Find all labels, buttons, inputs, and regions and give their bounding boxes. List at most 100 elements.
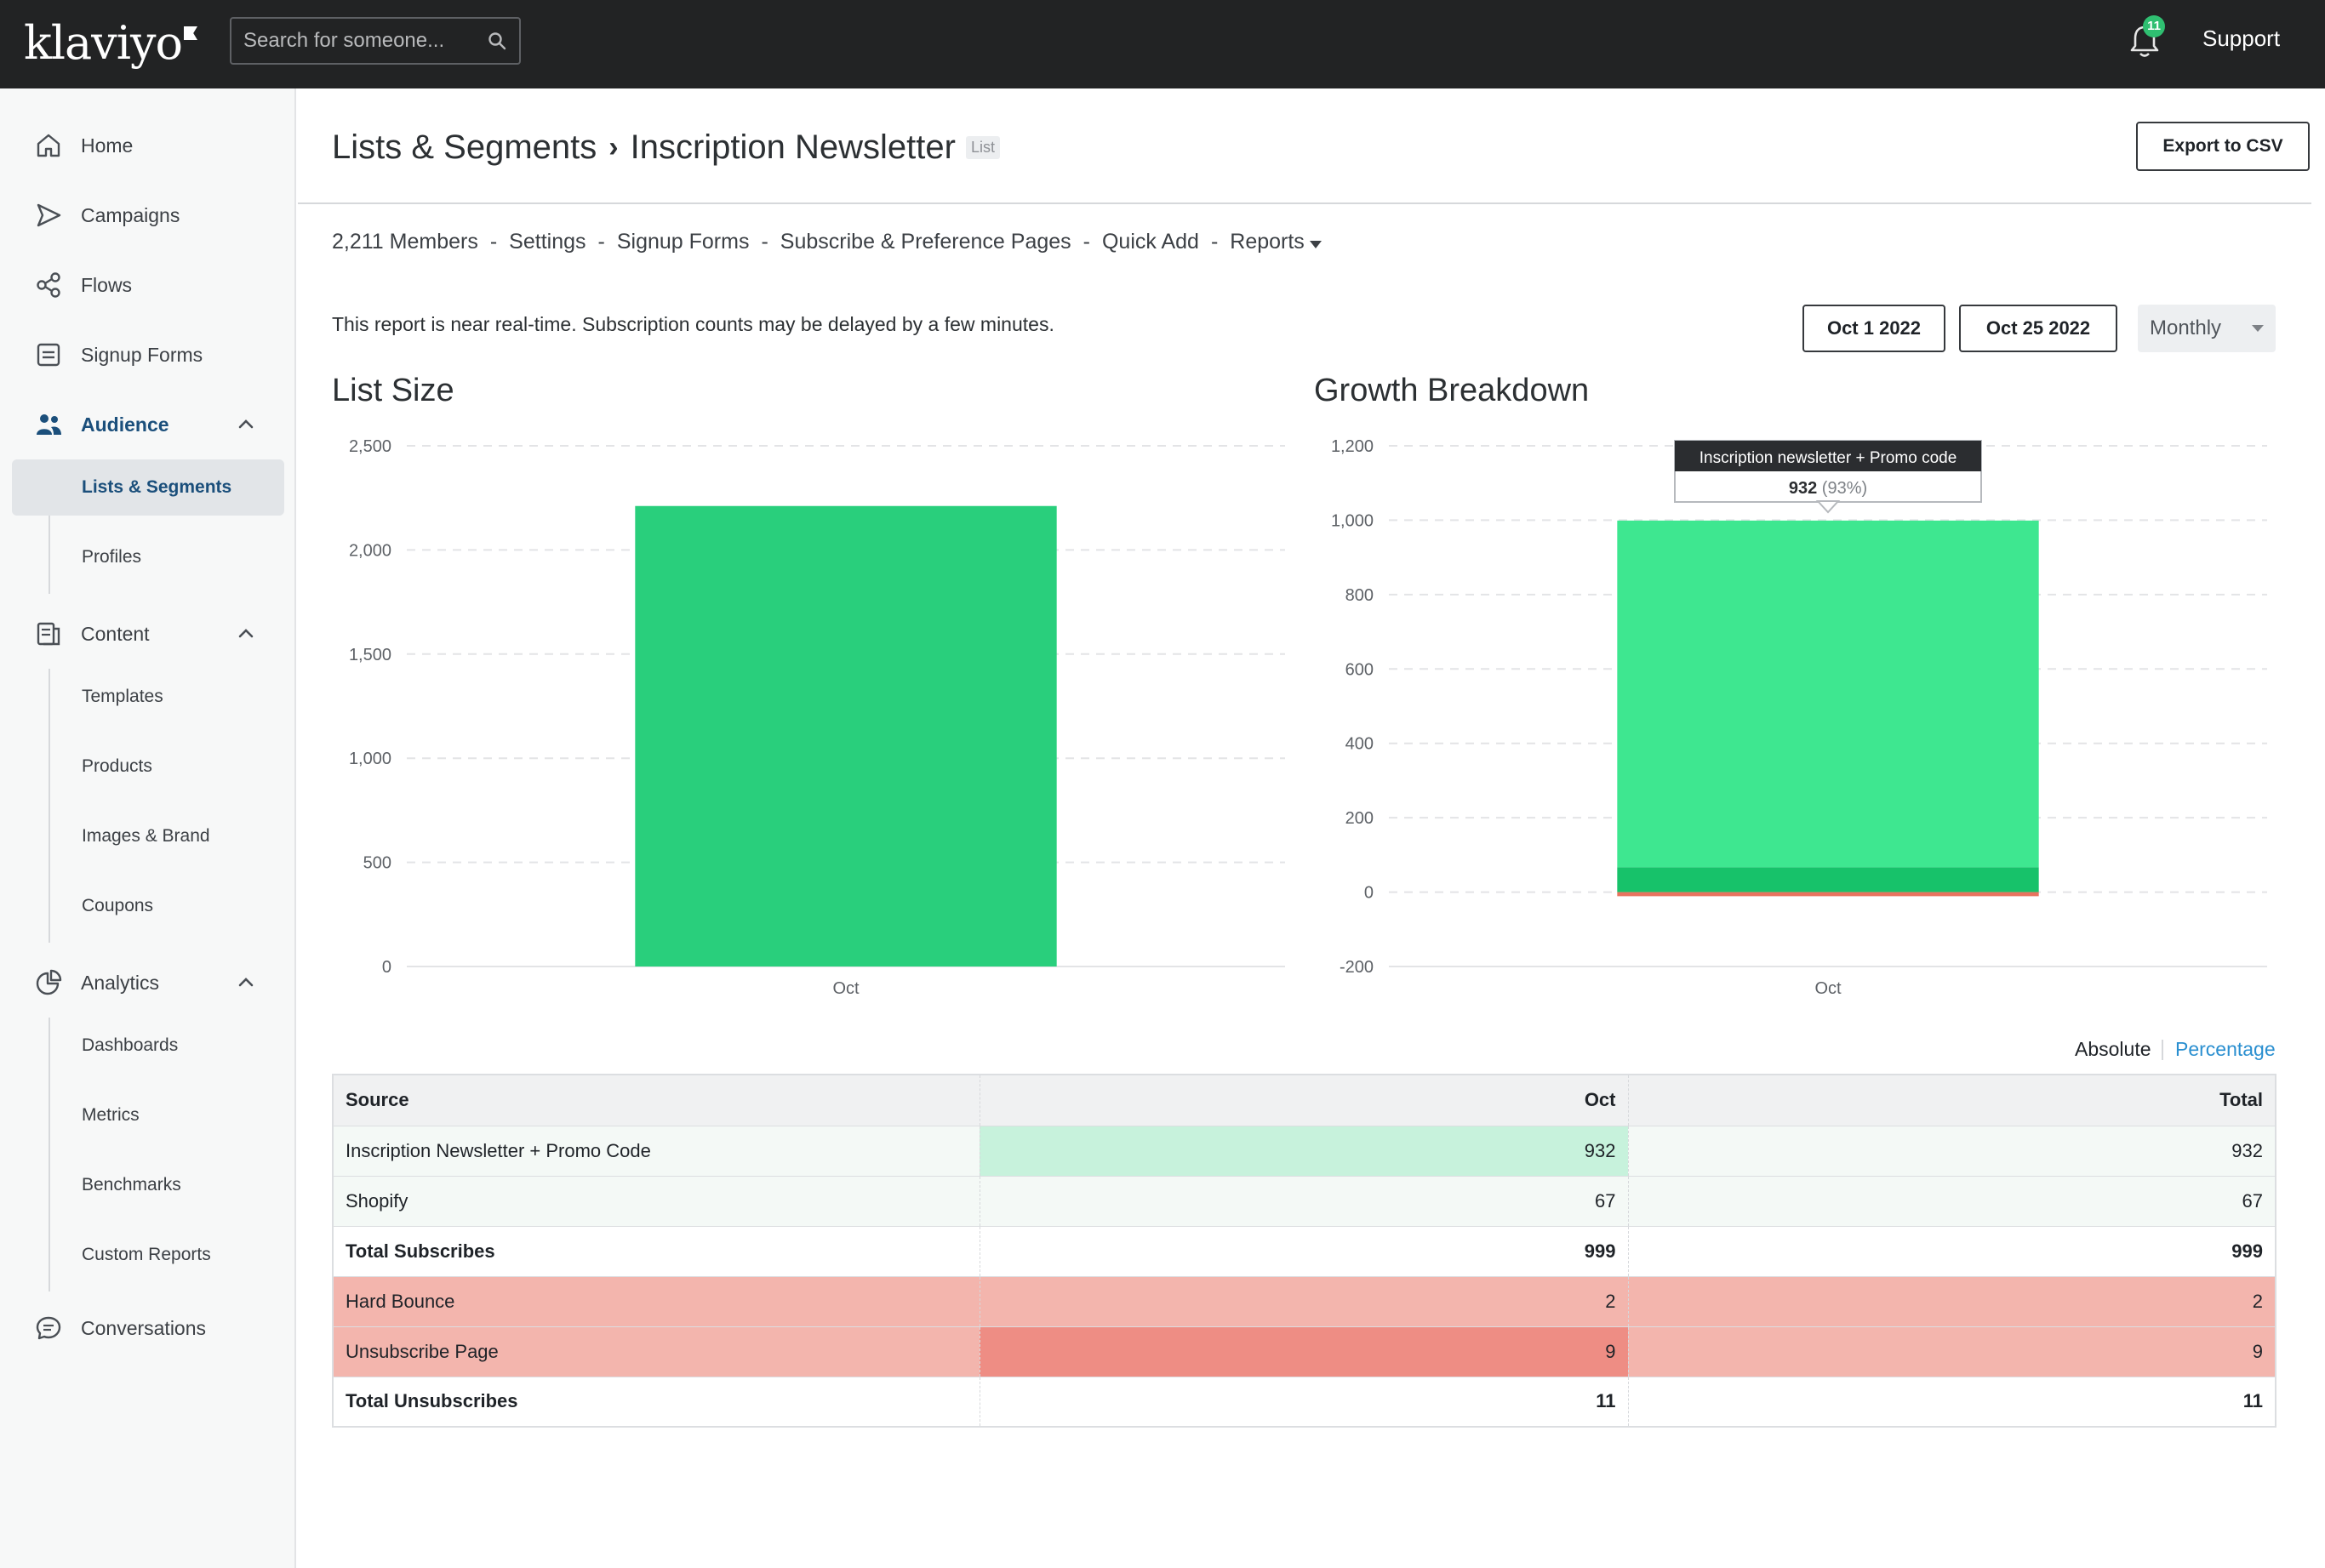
logo-flag-icon (183, 26, 197, 40)
total-cell: 9 (1627, 1326, 2276, 1377)
y-tick-label: 0 (382, 958, 391, 977)
y-tick-label: 1,000 (1331, 511, 1374, 530)
sidebar-item-label: Flows (81, 273, 133, 296)
chevron-up-icon[interactable] (235, 413, 257, 436)
table-row-total: Total Subscribes 999 999 (332, 1226, 2276, 1276)
pie-chart-icon (36, 969, 62, 995)
sidebar-item-lists-segments[interactable]: Lists & Segments (12, 459, 284, 516)
oct-cell: 11 (979, 1377, 1628, 1427)
sidebar-item-content[interactable]: Content (0, 607, 296, 660)
sidebar-item-label: Analytics (81, 971, 160, 994)
sidebar-item-home[interactable]: Home (0, 119, 296, 172)
sidebar-sub-label: Profiles (82, 547, 142, 567)
total-cell: 11 (1627, 1377, 2276, 1427)
table-header-row: Source Oct Total (332, 1075, 2276, 1126)
sidebar-item-label: Campaigns (81, 203, 180, 226)
tooltip-pointer (1815, 500, 1841, 514)
table-row: Hard Bounce 2 2 (332, 1276, 2276, 1326)
top-bar: klaviyo 11 Support (0, 0, 2325, 88)
realtime-notice: This report is near real-time. Subscript… (332, 313, 1054, 335)
bar-segment (1617, 867, 2039, 892)
tooltip-value: 932 (93%) (1789, 479, 1867, 498)
klaviyo-logo[interactable]: klaviyo (24, 15, 197, 70)
quick-add-link[interactable]: Quick Add (1101, 230, 1199, 254)
send-icon (37, 203, 61, 227)
sidebar-item-flows[interactable]: Flows (0, 259, 296, 311)
source-cell: Total Unsubscribes (332, 1377, 980, 1427)
reports-dropdown[interactable]: Reports (1230, 230, 1322, 254)
logo-text: klaviyo (24, 15, 183, 70)
y-tick-label: 1,500 (349, 646, 391, 664)
sidebar-item-signup-forms[interactable]: Signup Forms (0, 328, 296, 381)
sidebar-item-templates[interactable]: Templates (12, 669, 284, 725)
y-tick-label: 600 (1345, 660, 1374, 679)
oct-cell: 999 (979, 1226, 1628, 1276)
oct-cell: 932 (979, 1126, 1628, 1176)
sidebar-sub-label: Lists & Segments (82, 477, 232, 497)
absolute-option[interactable]: Absolute (2075, 1038, 2151, 1060)
form-icon (37, 343, 60, 367)
period-select[interactable]: Monthly (2138, 305, 2276, 352)
y-tick-label: 400 (1345, 735, 1374, 754)
type-tag: List (965, 135, 1000, 159)
chevron-up-icon[interactable] (235, 972, 257, 994)
export-csv-button[interactable]: Export to CSV (2136, 122, 2310, 171)
end-date-button[interactable]: Oct 25 2022 (1959, 305, 2117, 352)
members-link[interactable]: 2,211 Members (332, 230, 478, 254)
flow-icon (37, 272, 60, 298)
sidebar-sub-label: Coupons (82, 896, 154, 915)
preference-pages-link[interactable]: Subscribe & Preference Pages (780, 230, 1071, 254)
sidebar-item-coupons[interactable]: Coupons (12, 878, 284, 934)
signup-forms-link[interactable]: Signup Forms (616, 230, 750, 254)
caret-down-icon (2252, 325, 2264, 332)
search-input[interactable] (231, 19, 478, 63)
chevron-right-icon: › (608, 130, 619, 163)
settings-link[interactable]: Settings (509, 230, 586, 254)
notification-badge: 11 (2143, 15, 2165, 37)
breadcrumb-root[interactable]: Lists & Segments (332, 128, 597, 166)
chevron-up-icon[interactable] (235, 623, 257, 645)
sidebar-item-dashboards[interactable]: Dashboards (12, 1018, 284, 1074)
sidebar-item-audience[interactable]: Audience (0, 398, 296, 451)
source-cell: Total Subscribes (332, 1226, 980, 1276)
y-tick-label: -200 (1340, 958, 1374, 977)
separator: - (761, 230, 768, 254)
sidebar-sub-label: Templates (82, 687, 163, 706)
search-icon[interactable] (487, 31, 507, 51)
column-header-oct: Oct (979, 1075, 1628, 1126)
bar-segment (1617, 520, 2039, 868)
growth-breakdown-title: Growth Breakdown (1314, 373, 1590, 408)
support-link[interactable]: Support (2202, 26, 2281, 51)
reports-label: Reports (1230, 230, 1305, 254)
people-icon (37, 414, 61, 435)
sidebar-item-metrics[interactable]: Metrics (12, 1087, 284, 1143)
total-cell: 999 (1627, 1226, 2276, 1276)
caret-down-icon (1309, 241, 1322, 248)
audience-sub-line (49, 459, 50, 594)
percentage-option[interactable]: Percentage (2175, 1038, 2276, 1060)
tooltip-count: 932 (1789, 479, 1822, 498)
sidebar-sub-label: Custom Reports (82, 1245, 211, 1264)
y-tick-label: 2,000 (349, 541, 391, 560)
home-icon (37, 134, 60, 157)
table-row: Shopify 67 67 (332, 1176, 2276, 1226)
sidebar-item-analytics[interactable]: Analytics (0, 956, 296, 1009)
oct-cell: 2 (979, 1276, 1628, 1326)
sidebar-item-profiles[interactable]: Profiles (12, 529, 284, 585)
sidebar-item-images-brand[interactable]: Images & Brand (12, 808, 284, 864)
separator: - (489, 230, 498, 254)
sidebar-item-products[interactable]: Products (12, 738, 284, 795)
start-date-button[interactable]: Oct 1 2022 (1802, 305, 1945, 352)
sidebar-item-benchmarks[interactable]: Benchmarks (12, 1157, 284, 1213)
sidebar-item-campaigns[interactable]: Campaigns (0, 189, 296, 242)
sidebar-item-custom-reports[interactable]: Custom Reports (12, 1227, 284, 1283)
sidebar-item-conversations[interactable]: Conversations (0, 1302, 296, 1354)
y-tick-label: 800 (1345, 586, 1374, 605)
source-cell: Shopify (332, 1176, 980, 1226)
column-header-source: Source (332, 1075, 980, 1126)
table-row-total: Total Unsubscribes 11 11 (332, 1377, 2276, 1427)
document-icon (37, 622, 60, 646)
sidebar-item-label: Conversations (81, 1316, 207, 1339)
source-cell: Inscription Newsletter + Promo Code (332, 1126, 980, 1176)
sidebar: Home Campaigns Flows Signup Forms Audien… (0, 88, 296, 1568)
